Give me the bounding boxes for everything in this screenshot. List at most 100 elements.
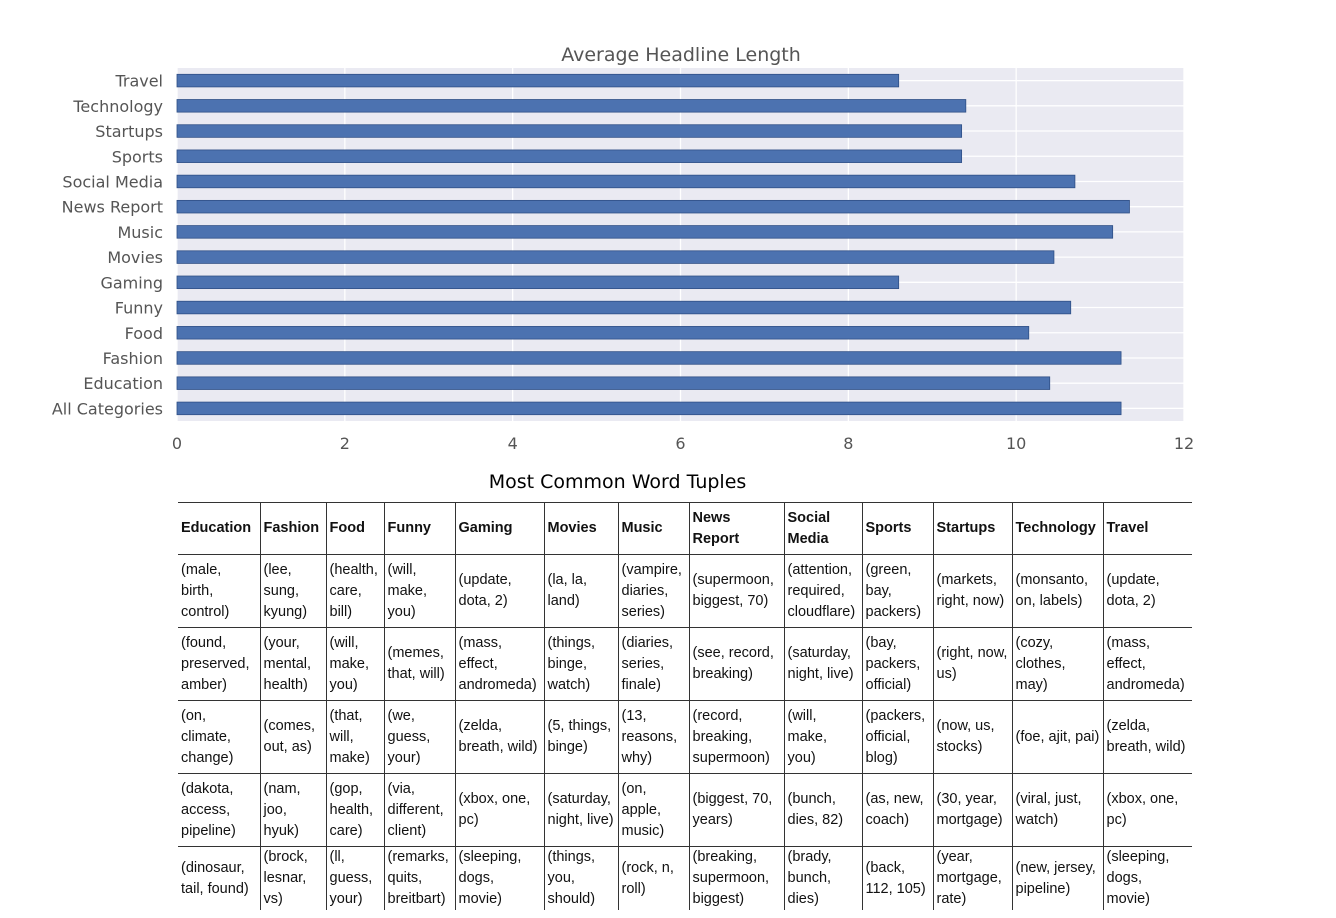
x-tick-label: 6 (675, 434, 685, 453)
table-cell: (ll, guess, your) (325, 846, 384, 910)
table-cell: (we, guess, your) (383, 700, 455, 774)
table-cell: (zelda, breath, wild) (454, 700, 544, 774)
table-cell: (things, binge, watch) (543, 627, 618, 701)
table-cell: (will, make, you) (325, 627, 384, 701)
table-cell: (back, 112, 105) (861, 846, 933, 910)
category-label-education: Education (83, 374, 163, 393)
x-tick-label: 8 (843, 434, 853, 453)
table-cell: (your, mental, health) (259, 627, 326, 701)
bar-music (176, 225, 1114, 239)
table-cell: (brock, lesnar, vs) (259, 846, 326, 910)
category-label-social-media: Social Media (62, 172, 163, 191)
table-cell: (monsanto, on, labels) (1011, 554, 1103, 628)
table-cell: (that, will, make) (325, 700, 384, 774)
table-cell: (la, la, land) (543, 554, 618, 628)
table-cell: (via, different, client) (383, 773, 455, 847)
table-cell: (things, you, should) (543, 846, 618, 910)
column-header: Gaming (454, 502, 544, 555)
category-label-technology: Technology (72, 97, 163, 116)
bar-food (176, 326, 1030, 340)
category-label-music: Music (117, 223, 163, 242)
table-cell: (saturday, night, live) (783, 627, 862, 701)
bar-technology (176, 99, 967, 113)
table-cell: (sleeping, dogs, movie) (1102, 846, 1192, 910)
average-headline-length-chart: Travel Technology Startups Sports Social Med… (52, 44, 1194, 453)
column-header: Fashion (259, 502, 326, 555)
table-cell: (lee, sung, kyung) (259, 554, 326, 628)
category-label-gaming: Gaming (100, 273, 163, 292)
chart-title: Average Headline Length (561, 44, 801, 66)
column-header: Food (325, 502, 384, 555)
table-cell: (health, care, bill) (325, 554, 384, 628)
table-cell: (on, apple, music) (617, 773, 689, 847)
table-cell: (biggest, 70, years) (688, 773, 784, 847)
table-cell: (bunch, dies, 82) (783, 773, 862, 847)
table-cell: (update, dota, 2) (1102, 554, 1192, 628)
bar-education (176, 376, 1051, 390)
category-label-startups: Startups (95, 122, 163, 141)
table-cell: (5, things, binge) (543, 700, 618, 774)
column-header: Education (178, 502, 260, 555)
category-label-travel: Travel (114, 72, 163, 91)
table-cell: (mass, effect, andromeda) (1102, 627, 1192, 701)
table-cell: (cozy, clothes, may) (1011, 627, 1103, 701)
table-row: (male, birth, control) (lee, sung, kyung)… (178, 554, 1192, 628)
bar-chart-svg: Travel Technology Startups Sports Social Med… (52, 44, 1194, 453)
table-cell: (memes, that, will) (383, 627, 455, 701)
column-header: Movies (543, 502, 618, 555)
table-cell: (mass, effect, andromeda) (454, 627, 544, 701)
table-cell: (saturday, night, live) (543, 773, 618, 847)
table-cell: (gop, health, care) (325, 773, 384, 847)
table-cell: (bay, packers, official) (861, 627, 933, 701)
category-label-funny: Funny (115, 299, 163, 318)
table-cell: (brady, bunch, dies) (783, 846, 862, 910)
table-cell: (xbox, one, pc) (1102, 773, 1192, 847)
table-cell: (found, preserved, amber) (178, 627, 260, 701)
table-cell: (viral, just, watch) (1011, 773, 1103, 847)
column-header: News Report (688, 502, 784, 555)
table-title: Most Common Word Tuples (488, 471, 747, 493)
table-cell: (supermoon, biggest, 70) (688, 554, 784, 628)
table-cell: (nam, joo, hyuk) (259, 773, 326, 847)
x-tick-label: 10 (1006, 434, 1026, 453)
bar-news-report (176, 199, 1130, 214)
category-label-movies: Movies (107, 248, 163, 267)
table-cell: (record, breaking, supermoon) (688, 700, 784, 774)
table-cell: (will, make, you) (783, 700, 862, 774)
category-label-all-categories: All Categories (52, 399, 163, 418)
table-cell: (breaking, supermoon, biggest) (688, 846, 784, 910)
word-tuples-table: Education Fashion Food Funny Gaming Movies Mus… (178, 502, 1192, 910)
column-header: Funny (383, 502, 455, 555)
table-cell: (zelda, breath, wild) (1102, 700, 1192, 774)
table-cell: (rock, n, roll) (617, 846, 689, 910)
category-label-food: Food (125, 324, 163, 343)
bar-funny (176, 300, 1072, 315)
table-cell: (see, record, breaking) (688, 627, 784, 701)
table-cell: (as, new, coach) (861, 773, 933, 847)
bar-movies (176, 250, 1055, 264)
table-cell: (packers, official, blog) (861, 700, 933, 774)
table-cell: (vampire, diaries, series) (617, 554, 689, 628)
bar-fashion (176, 351, 1122, 365)
x-tick-label: 0 (172, 434, 182, 453)
x-tick-label: 4 (508, 434, 518, 453)
bar-gaming (176, 275, 900, 290)
table-cell: (remarks, quits, breitbart) (383, 846, 455, 910)
column-header: Music (617, 502, 689, 555)
table-cell: (on, climate, change) (178, 700, 260, 774)
column-header: Sports (861, 502, 933, 555)
bar-startups (176, 124, 963, 138)
table-cell: (diaries, series, finale) (617, 627, 689, 701)
column-header: Travel (1102, 502, 1192, 555)
column-header: Technology (1011, 502, 1103, 555)
table-cell: (sleeping, dogs, movie) (454, 846, 544, 910)
table-header-row: Education Fashion Food Funny Gaming Movies Mus… (178, 502, 1192, 555)
table-cell: (new, jersey, pipeline) (1011, 846, 1103, 910)
table-row: (on, climate, change) (comes, out, as) (th… (178, 700, 1192, 774)
table-cell: (male, birth, control) (178, 554, 260, 628)
table-cell: (green, bay, packers) (861, 554, 933, 628)
table-body: (male, birth, control) (lee, sung, kyung)… (178, 554, 1192, 910)
bar-all-categories (176, 401, 1122, 416)
column-header: Social Media (783, 502, 862, 555)
bar-social-media (176, 174, 1076, 189)
